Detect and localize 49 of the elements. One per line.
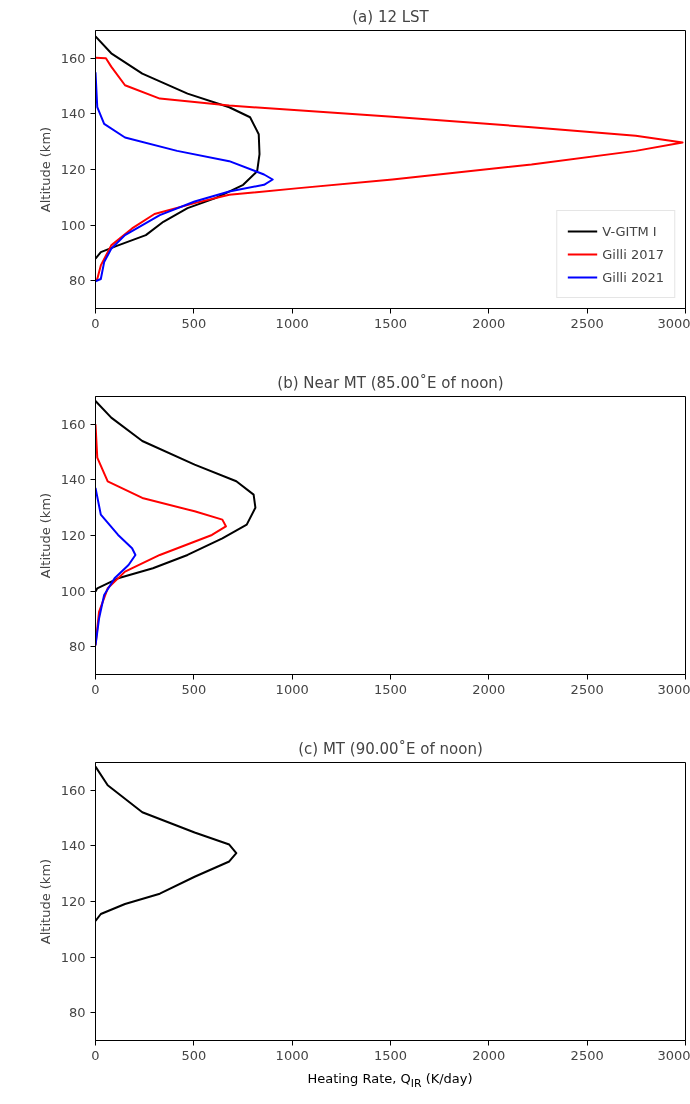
x-tick-label: 2000 [472, 1047, 506, 1063]
y-tick-label: 120 [60, 894, 86, 909]
x-tick-label: 3000 [657, 1047, 690, 1063]
x-tick-label: 2000 [472, 681, 506, 697]
y-tick-label: 160 [60, 50, 86, 66]
chart-title: (b) Near MT (85.00˚E of noon) [277, 373, 504, 392]
legend-label: Gilli 2017 [602, 246, 664, 262]
y-tick-label: 120 [60, 528, 86, 543]
line-series [95, 486, 137, 647]
chart-title: (c) MT (90.00˚E of noon) [298, 739, 483, 758]
y-tick-label: 100 [60, 583, 86, 599]
y-axis-title: Altitude (km) [37, 126, 53, 213]
y-tick-label: 100 [60, 217, 86, 233]
x-tick-label: 0 [91, 1047, 100, 1063]
x-tick-label: 500 [181, 315, 207, 331]
line-series [95, 56, 684, 282]
y-axis-title: Altitude (km) [37, 858, 53, 945]
y-tick-label: 120 [60, 162, 86, 177]
x-tick-label: 2000 [472, 315, 506, 331]
y-tick-label: 160 [60, 416, 86, 432]
y-tick-label: 140 [60, 106, 86, 122]
x-tick-label: 500 [181, 1047, 207, 1063]
y-tick-label: 160 [60, 782, 86, 798]
y-tick-label: 140 [60, 472, 86, 488]
x-tick-label: 3000 [657, 315, 690, 331]
y-tick-label: 140 [60, 838, 86, 854]
x-tick-label: 500 [181, 681, 207, 697]
x-axis-title: Heating Rate, Q$_{IR}$ (K/day) [307, 1070, 473, 1092]
x-tick-label: 1500 [373, 1047, 408, 1063]
x-tick-label: 1000 [275, 1047, 309, 1063]
line-series [95, 71, 274, 283]
x-tick-label: 3000 [657, 681, 690, 697]
x-tick-label: 2500 [570, 681, 604, 697]
y-axis-title: Altitude (km) [37, 492, 53, 579]
chart-title: (a) 12 LST [352, 7, 430, 26]
x-tick-label: 2500 [570, 1047, 604, 1063]
y-tick-label: 100 [60, 949, 86, 965]
x-tick-label: 0 [91, 315, 100, 331]
x-tick-label: 2500 [570, 315, 604, 331]
legend-label: V-GITM I [602, 223, 657, 239]
x-tick-label: 1500 [373, 315, 408, 331]
y-tick-label: 80 [68, 639, 86, 655]
y-tick-label: 80 [68, 273, 86, 289]
x-tick-label: 0 [91, 681, 100, 697]
x-tick-label: 1000 [275, 315, 309, 331]
x-tick-label: 1500 [373, 681, 408, 697]
y-tick-label: 80 [68, 1005, 86, 1021]
legend-label: Gilli 2021 [602, 269, 664, 285]
x-tick-label: 1000 [275, 681, 309, 697]
